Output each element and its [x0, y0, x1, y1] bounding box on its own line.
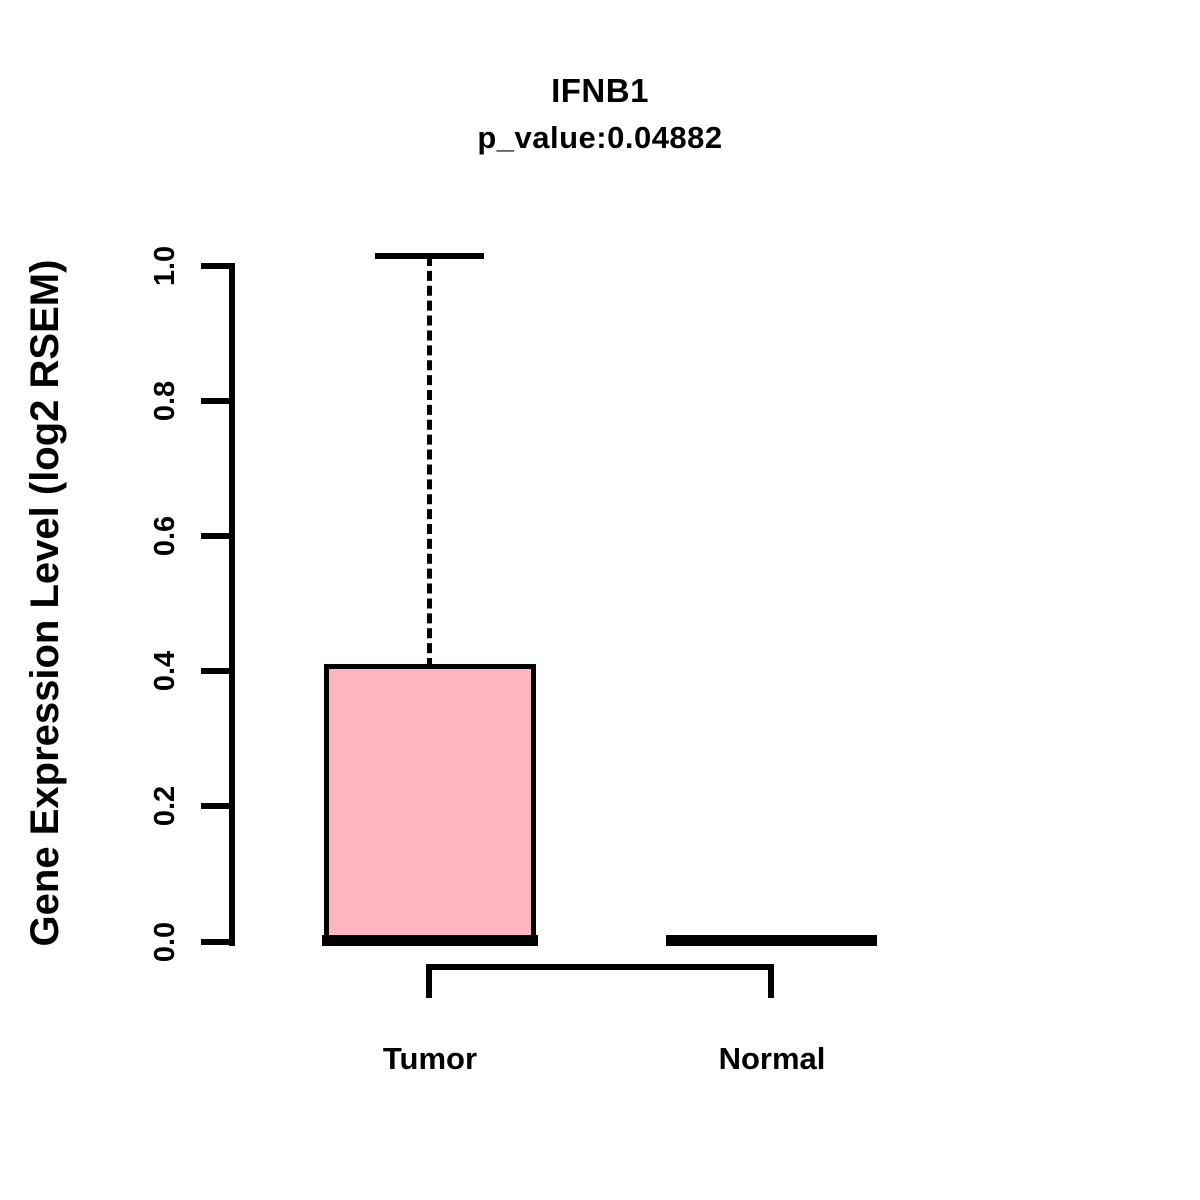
y-axis-label-1.0: 1.0	[148, 245, 181, 287]
tumor-upper-whisker-line	[427, 256, 432, 668]
x-axis-tick-tumor	[426, 964, 432, 998]
y-axis-line	[229, 263, 235, 946]
y-axis-tick-0.8	[201, 398, 235, 404]
chart-title: IFNB1	[551, 72, 649, 109]
y-axis-label-0.0: 0.0	[148, 921, 181, 963]
y-axis-tick-0.6	[201, 533, 235, 539]
x-axis-tick-normal	[768, 964, 774, 998]
y-axis-label-0.2: 0.2	[148, 785, 181, 827]
y-axis-label-0.6: 0.6	[148, 515, 181, 557]
x-axis-label-normal: Normal	[718, 1041, 826, 1076]
x-axis-label-tumor: Tumor	[382, 1041, 478, 1076]
y-axis-title-wrapper: Gene Expression Level (log2 RSEM)	[17, 173, 73, 1033]
y-axis-tick-0.2	[201, 803, 235, 809]
y-axis-tick-0.4	[201, 668, 235, 674]
y-axis-title: Gene Expression Level (log2 RSEM)	[22, 259, 67, 947]
x-axis-line	[426, 964, 774, 970]
y-axis-tick-0.0	[201, 939, 235, 945]
y-axis-tick-1.0	[201, 263, 235, 269]
normal-median-line	[666, 935, 877, 946]
chart-subtitle-pvalue: p_value:0.04882	[477, 120, 723, 155]
tumor-box	[324, 664, 536, 945]
y-axis-label-0.8: 0.8	[148, 380, 181, 422]
tumor-median-line	[322, 935, 538, 946]
y-axis-label-0.4: 0.4	[148, 650, 181, 692]
